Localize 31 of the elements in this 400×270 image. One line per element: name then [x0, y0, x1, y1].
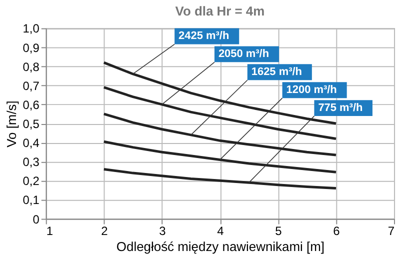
line-series	[102, 86, 338, 140]
x-tick-label: 3	[159, 224, 166, 238]
x-tick-label: 2	[101, 224, 108, 238]
y-tick-label: 0,6	[22, 98, 40, 112]
chart-title: Vo dla Hr = 4m	[175, 3, 265, 18]
line-series	[102, 140, 338, 174]
y-tick-label: 0	[32, 212, 40, 226]
text: 2050 m³/h	[218, 48, 270, 60]
x-tick-label: 5	[275, 224, 282, 238]
y-tick-label: 0,1	[22, 193, 40, 208]
text: 2425 m³/h	[178, 30, 230, 42]
x-tick-label: 7	[388, 224, 395, 238]
y-tick-label: 1,0	[22, 22, 40, 36]
x-tick-label: 4	[217, 224, 224, 238]
line-series	[102, 61, 338, 125]
text: 1625 m³/h	[251, 66, 302, 78]
x-axis-title: Odległość między nawiewnikami [m]	[116, 239, 324, 254]
x-tick-label: 6	[333, 224, 340, 238]
y-tick-label: 0,4	[22, 136, 40, 150]
line-series	[102, 168, 338, 190]
y-tick-label: 0,9	[22, 40, 40, 55]
y-tick-label: 0,7	[22, 78, 40, 93]
y-tick-label: 0,5	[22, 117, 40, 132]
text: 775 m³/h	[318, 102, 364, 114]
line-series	[102, 112, 338, 156]
y-tick-label: 0,3	[22, 155, 40, 170]
y-axis-title: Vo [m/s]	[4, 100, 19, 148]
x-tick-label: 1	[46, 224, 54, 238]
y-tick-label: 0,2	[22, 174, 40, 188]
text: 1200 m³/h	[286, 84, 338, 96]
y-tick-label: 0,8	[22, 60, 40, 74]
